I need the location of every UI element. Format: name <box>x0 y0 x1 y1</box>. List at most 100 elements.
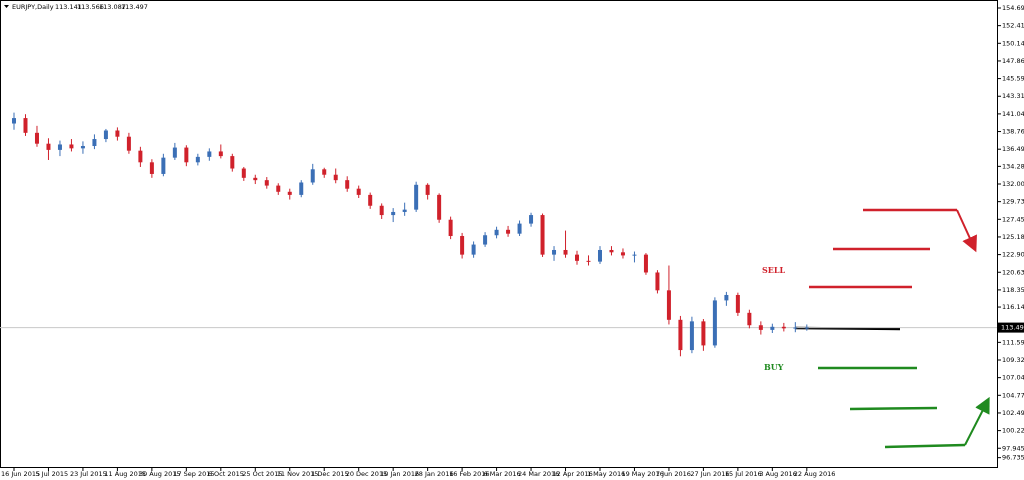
x-tick-label: 25 Oct 2015 <box>242 470 282 478</box>
y-tick-label: 129.730 <box>1002 198 1024 206</box>
candle-body <box>230 156 235 169</box>
candle-body <box>57 144 62 150</box>
candle-body <box>161 157 166 174</box>
candle-body <box>575 254 580 261</box>
y-tick-label: 100.220 <box>1002 427 1024 435</box>
candle-body <box>184 147 189 163</box>
candle-body <box>92 139 97 147</box>
y-tick-label: 150.140 <box>1002 39 1024 47</box>
y-tick-label: 125.180 <box>1002 233 1024 241</box>
candle-body <box>655 272 660 291</box>
candle-body <box>609 249 614 253</box>
current-price-box <box>998 322 1024 333</box>
sell-label: SELL <box>762 265 786 275</box>
y-tick-label: 134.280 <box>1002 162 1024 170</box>
candle-body <box>310 169 315 183</box>
buy-label: BUY <box>764 362 784 372</box>
candle-body <box>69 144 74 149</box>
x-tick-label: 28 Jan 2016 <box>415 470 454 478</box>
candle-body <box>253 177 258 181</box>
sell-arrow <box>956 209 977 253</box>
y-tick-label: 102.495 <box>1002 409 1024 417</box>
candle-body <box>506 229 511 234</box>
candle-body <box>46 143 51 150</box>
x-tick-label: 16 Feb 2016 <box>449 470 489 478</box>
candle-body <box>804 327 809 329</box>
y-tick-label: 143.315 <box>1002 92 1024 100</box>
y-tick-label: 120.630 <box>1002 268 1024 276</box>
candle-body <box>529 215 534 224</box>
y-tick-label: 138.765 <box>1002 128 1024 136</box>
x-tick-label: 30 Aug 2015 <box>139 470 181 478</box>
candle-body <box>632 254 637 256</box>
x-tick-label: 5 Jul 2015 <box>35 470 68 478</box>
candle-body <box>287 191 292 195</box>
buy-level <box>849 406 938 411</box>
candle-body <box>517 223 522 234</box>
y-tick-label: 141.040 <box>1002 110 1024 118</box>
candle-body <box>391 211 396 216</box>
candle-body <box>701 321 706 346</box>
candle-body <box>770 326 775 330</box>
candle-body <box>735 294 740 313</box>
x-tick-label: 1 May 2016 <box>587 470 625 478</box>
candle-body <box>138 150 143 163</box>
y-tick-label: 116.145 <box>1002 303 1024 311</box>
current-price-label: 113.497 <box>1001 324 1024 332</box>
candle-body <box>425 184 430 195</box>
x-tick-label: 11 Nov 2015 <box>277 470 319 478</box>
x-tick-label: 16 Jun 2015 <box>1 470 40 478</box>
candle-body <box>666 290 671 320</box>
y-tick-label: 122.905 <box>1002 251 1024 259</box>
candle-body <box>758 325 763 330</box>
x-tick-label: 27 Jun 2016 <box>690 470 729 478</box>
candle-body <box>356 188 361 195</box>
x-tick-label: 19 May 2016 <box>621 470 663 478</box>
candle-body <box>333 174 338 181</box>
y-tick-label: 104.770 <box>1002 391 1024 399</box>
candle-body <box>195 156 200 163</box>
x-tick-label: 11 Aug 2015 <box>104 470 146 478</box>
y-tick-label: 136.490 <box>1002 145 1024 153</box>
candle-body <box>402 209 407 212</box>
y-tick-label: 145.590 <box>1002 75 1024 83</box>
y-tick-label: 154.690 <box>1002 4 1024 12</box>
candle-body <box>115 130 120 137</box>
candle-body <box>724 294 729 301</box>
candle-body <box>12 118 16 124</box>
candle-body <box>299 182 304 195</box>
candle-body <box>712 300 717 346</box>
x-tick-label: 1 Dec 2015 <box>311 470 348 478</box>
candle-body <box>471 244 476 255</box>
candle-body <box>172 147 177 158</box>
ohlc-value: 113.087 <box>99 3 126 11</box>
x-tick-label: 24 Mar 2016 <box>518 470 559 478</box>
candle-body <box>483 235 488 245</box>
y-tick-label: 127.455 <box>1002 215 1024 223</box>
candle-body <box>345 180 350 189</box>
candle-body <box>23 118 28 133</box>
candle-body <box>149 162 154 174</box>
y-tick-label: 97.945 <box>1002 444 1024 452</box>
candle-body <box>678 319 683 351</box>
x-tick-label: 7 Jun 2016 <box>656 470 691 478</box>
header: EURJPY,Daily 113.141113.566113.087113.49… <box>4 3 148 11</box>
candle-body <box>620 252 625 256</box>
buy-level <box>884 443 966 449</box>
x-tick-label: 20 Dec 2015 <box>346 470 388 478</box>
ohlc-value: 113.566 <box>77 3 104 11</box>
candle-body <box>597 249 602 262</box>
candle-body <box>552 249 557 255</box>
plot-area <box>0 0 998 468</box>
candle-body <box>241 168 246 178</box>
candle-body <box>781 326 786 329</box>
y-tick-label: 152.415 <box>1002 22 1024 30</box>
y-tick-label: 147.865 <box>1002 57 1024 65</box>
candle-body <box>322 169 327 175</box>
candle-body <box>540 215 545 255</box>
candle-body <box>368 194 373 206</box>
y-tick-label: 109.320 <box>1002 356 1024 364</box>
x-tick-label: 3 Aug 2016 <box>759 470 797 478</box>
ohlc-value: 113.497 <box>121 3 148 11</box>
candle-body <box>494 229 499 236</box>
